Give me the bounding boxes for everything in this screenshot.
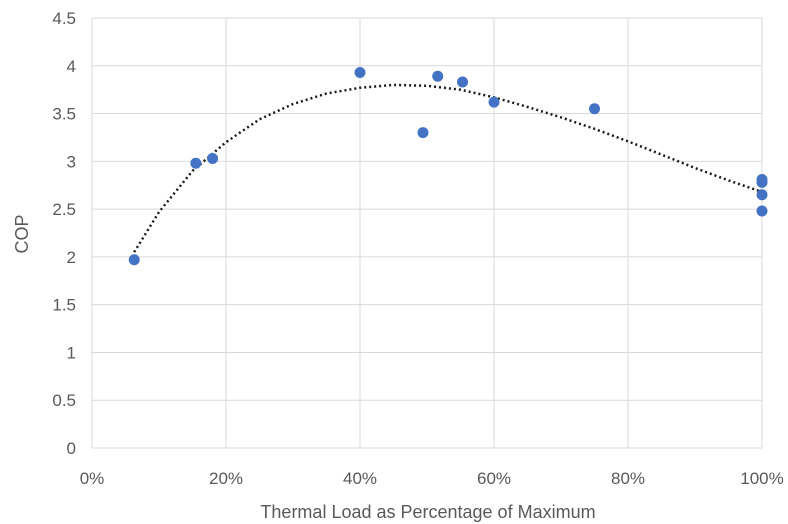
data-point bbox=[488, 96, 500, 108]
y-tick-label: 1 bbox=[67, 343, 76, 362]
data-point bbox=[354, 66, 366, 78]
data-point bbox=[756, 205, 768, 217]
x-tick-label: 80% bbox=[611, 469, 645, 488]
data-point bbox=[190, 157, 202, 169]
x-tick-label: 100% bbox=[740, 469, 783, 488]
data-point bbox=[432, 70, 444, 82]
x-axis-ticks: 0% 20% 40% 60% 80% 100% bbox=[80, 469, 784, 488]
data-point bbox=[457, 76, 469, 88]
y-tick-label: 1.5 bbox=[52, 296, 76, 315]
y-tick-label: 2 bbox=[67, 248, 76, 267]
trendline bbox=[133, 83, 763, 253]
y-tick-label: 3.5 bbox=[52, 105, 76, 124]
data-points bbox=[128, 66, 768, 266]
y-tick-label: 3 bbox=[67, 152, 76, 171]
x-tick-label: 20% bbox=[209, 469, 243, 488]
grid bbox=[91, 17, 763, 449]
y-tick-label: 4 bbox=[67, 57, 76, 76]
y-axis-title: COP bbox=[12, 214, 32, 253]
data-point bbox=[756, 189, 768, 201]
y-tick-label: 2.5 bbox=[52, 200, 76, 219]
y-axis-ticks: 0 0.5 1 1.5 2 2.5 3 3.5 4 4.5 bbox=[52, 9, 76, 458]
data-point bbox=[756, 176, 768, 188]
data-point bbox=[417, 127, 429, 139]
x-tick-label: 40% bbox=[343, 469, 377, 488]
x-tick-label: 60% bbox=[477, 469, 511, 488]
x-tick-label: 0% bbox=[80, 469, 105, 488]
data-point bbox=[128, 254, 140, 266]
trendline-group bbox=[133, 83, 763, 253]
data-point bbox=[589, 103, 600, 115]
y-tick-label: 0 bbox=[67, 439, 76, 458]
data-point bbox=[207, 152, 219, 164]
y-tick-label: 4.5 bbox=[52, 9, 76, 28]
y-tick-label: 0.5 bbox=[52, 391, 76, 410]
x-axis-title: Thermal Load as Percentage of Maximum bbox=[260, 502, 595, 522]
